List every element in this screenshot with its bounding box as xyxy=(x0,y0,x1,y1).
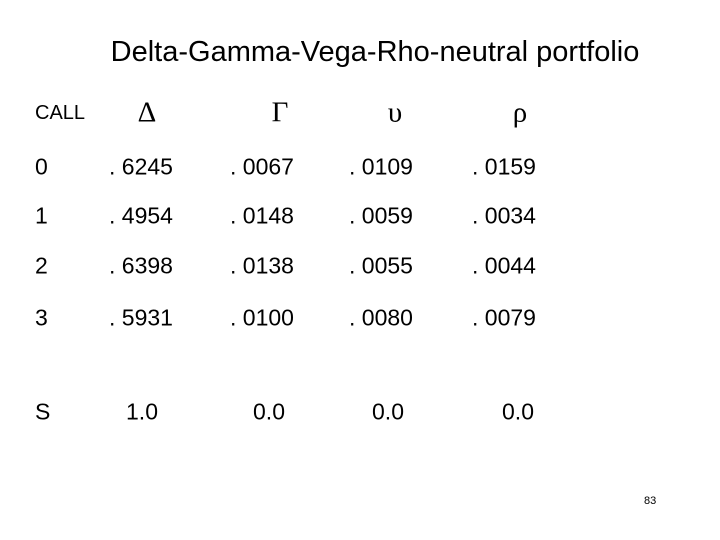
row-label: 0 xyxy=(35,153,48,180)
table-cell: . 0148 xyxy=(230,202,294,229)
header-cell: Δ xyxy=(137,96,157,129)
table-cell: . 6398 xyxy=(109,252,173,279)
table-cell: . 4954 xyxy=(109,202,173,229)
row-label: 1 xyxy=(35,202,48,229)
table-cell: . 0159 xyxy=(472,153,536,180)
table-cell: . 0109 xyxy=(349,153,413,180)
table-cell: . 0138 xyxy=(230,252,294,279)
table-cell: . 0079 xyxy=(472,304,536,331)
table-cell: . 6245 xyxy=(109,153,173,180)
table-cell: 1.0 xyxy=(126,398,158,425)
slide-title: Delta-Gamma-Vega-Rho-neutral portfolio xyxy=(110,36,640,68)
table-cell: . 0059 xyxy=(349,202,413,229)
table-cell: 0.0 xyxy=(502,398,534,425)
header-cell: CALL xyxy=(35,102,86,124)
table-cell: . 0044 xyxy=(472,252,536,279)
table-cell: . 5931 xyxy=(109,304,173,331)
table-cell: . 0055 xyxy=(349,252,413,279)
table-cell: 0.0 xyxy=(372,398,404,425)
page-number: 83 xyxy=(644,495,657,507)
table-cell: . 0067 xyxy=(230,153,294,180)
header-cell: ρ xyxy=(512,96,528,129)
row-label: S xyxy=(35,398,51,425)
table-cell: . 0100 xyxy=(230,304,294,331)
row-label: 2 xyxy=(35,252,48,279)
header-cell: υ xyxy=(387,96,403,129)
table-cell: . 0080 xyxy=(349,304,413,331)
table-cell: . 0034 xyxy=(472,202,536,229)
row-label: 3 xyxy=(35,304,48,331)
table-cell: 0.0 xyxy=(253,398,285,425)
header-cell: Γ xyxy=(271,96,289,129)
